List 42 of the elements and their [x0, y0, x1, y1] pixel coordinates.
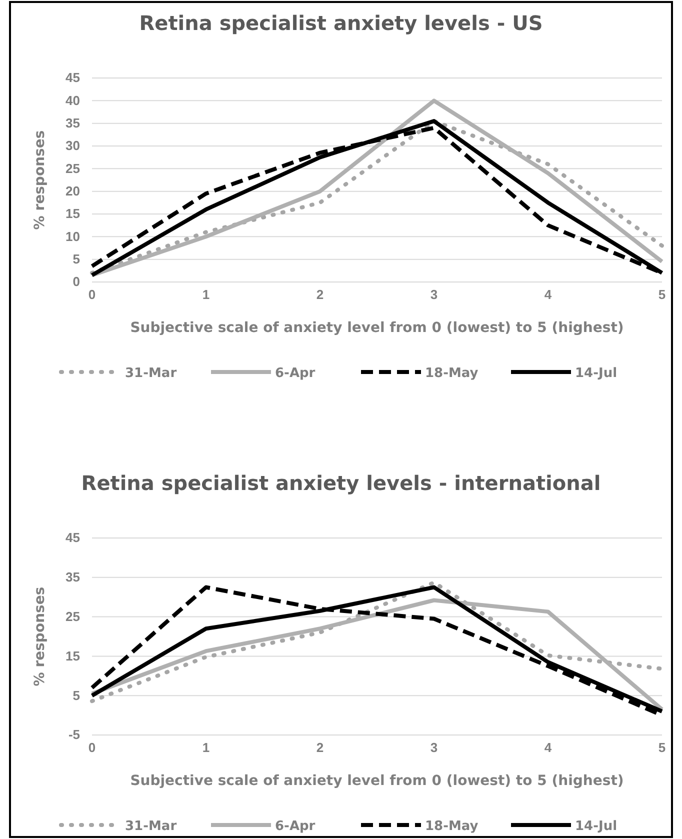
- legend-label: 18-May: [425, 366, 479, 381]
- x-tick-label: 2: [316, 740, 324, 756]
- y-tick-label: 25: [66, 160, 80, 176]
- legend-label: 14-Jul: [575, 819, 618, 834]
- y-tick-label: 40: [66, 92, 80, 108]
- x-tick-label: 2: [316, 287, 324, 302]
- x-tick-label: 0: [88, 740, 96, 756]
- x-tick-label: 4: [544, 287, 552, 302]
- y-tick-label: 45: [66, 70, 80, 86]
- x-axis-title: Subjective scale of anxiety level from 0 (lowest) to 5 (highest): [130, 320, 624, 336]
- legend-label: 6-Apr: [275, 819, 316, 834]
- y-tick-label: 5: [72, 251, 80, 266]
- y-tick-label: 15: [66, 206, 80, 222]
- x-tick-label: 1: [202, 287, 210, 302]
- x-tick-label: 5: [658, 740, 666, 756]
- chart-title: Retina specialist anxiety levels - US: [139, 11, 543, 35]
- y-tick-label: 35: [66, 115, 80, 130]
- y-tick-label: 10: [66, 228, 80, 244]
- x-tick-label: 3: [430, 740, 438, 756]
- y-axis-title: % responses: [32, 586, 48, 686]
- y-tick-label: 30: [66, 138, 80, 154]
- y-tick-label: 0: [72, 274, 80, 290]
- y-tick-label: 25: [66, 608, 80, 624]
- y-tick-label: 15: [66, 648, 80, 664]
- x-tick-label: 5: [658, 287, 666, 302]
- y-axis-title: % responses: [32, 130, 48, 230]
- legend-label: 14-Jul: [575, 366, 618, 381]
- legend-label: 31-Mar: [125, 366, 178, 381]
- y-tick-label: 20: [66, 183, 80, 198]
- x-tick-label: 1: [202, 740, 210, 756]
- y-tick-label: 45: [66, 530, 80, 546]
- y-tick-label: 35: [66, 570, 80, 585]
- x-axis-title: Subjective scale of anxiety level from 0 (lowest) to 5 (highest): [130, 773, 624, 789]
- legend-label: 18-May: [425, 819, 479, 834]
- x-tick-label: 3: [430, 287, 438, 302]
- y-tick-label: -5: [68, 727, 80, 742]
- chart-title: Retina specialist anxiety levels - international: [81, 471, 601, 495]
- y-tick-label: 5: [72, 688, 80, 703]
- legend-label: 31-Mar: [125, 819, 178, 834]
- legend-label: 6-Apr: [275, 366, 316, 381]
- x-tick-label: 0: [88, 287, 96, 302]
- x-tick-label: 4: [544, 740, 552, 756]
